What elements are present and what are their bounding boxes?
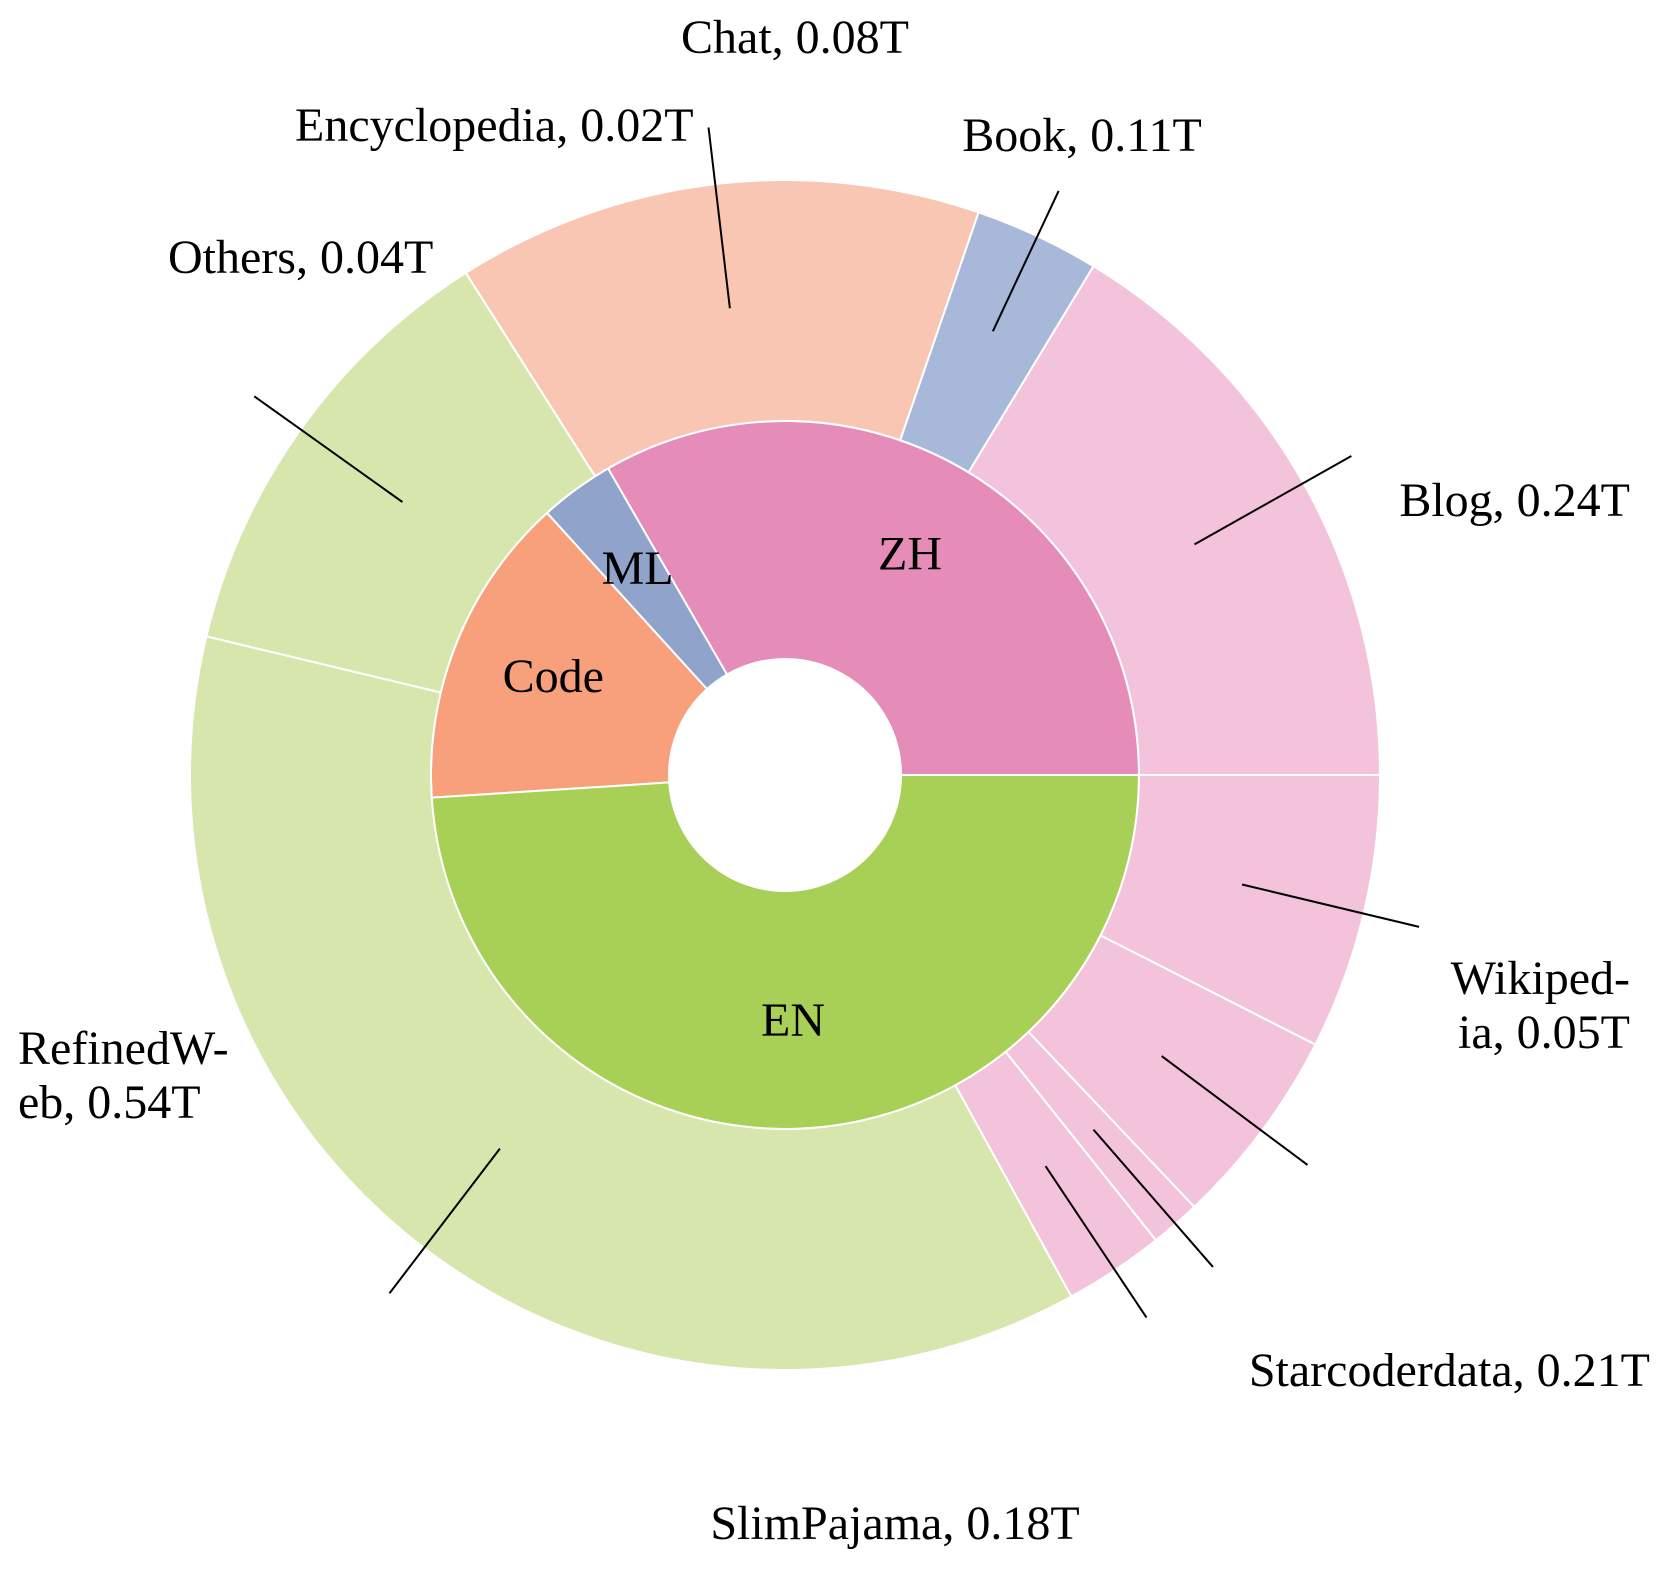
outer-label-refinedweb-line2: eb, 0.54T	[18, 1076, 201, 1129]
leader-line-starcoderdata	[707, 127, 731, 309]
outer-segment-book	[1099, 774, 1382, 1046]
outer-label-others: Others, 0.04T	[168, 231, 433, 284]
leader-line-wikipedia	[991, 190, 1060, 332]
outer-label-starcoderdata: Starcoderdata, 0.21T	[1249, 1344, 1650, 1397]
outer-label-chat: Chat, 0.08T	[681, 11, 909, 64]
inner-label-en: EN	[761, 994, 825, 1047]
leader-lines	[253, 127, 1420, 1319]
inner-label-code: Code	[503, 650, 604, 703]
outer-segment-slimpajama	[205, 271, 597, 694]
leader-line-slimpajama	[253, 395, 403, 503]
inner-label-zh: ZH	[878, 528, 942, 581]
leader-line-refinedweb	[388, 1148, 501, 1294]
outer-segment-starcoderdata	[464, 179, 980, 478]
leader-line-blog	[1194, 455, 1352, 546]
outer-label-slimpajama: SlimPajama, 0.18T	[710, 1497, 1079, 1550]
outer-label-wikipedia-line2: ia, 0.05T	[1458, 1006, 1630, 1059]
leader-line-others	[1044, 1165, 1148, 1319]
leader-line-book	[1241, 883, 1420, 928]
inner-label-ml: ML	[602, 542, 674, 595]
outer-segment-refinedweb	[189, 635, 1073, 1371]
inner-ring	[430, 420, 1141, 1130]
outer-label-blog: Blog, 0.24T	[1399, 474, 1630, 527]
outer-label-book: Book, 0.11T	[962, 109, 1202, 162]
outer-segment-blog	[967, 264, 1382, 776]
outer-label-refinedweb-line1: RefinedW-	[18, 1022, 229, 1075]
leader-line-encyclopedia	[1092, 1128, 1214, 1268]
segment-labels: ZH ML Code EN Blog, 0.24T Wikiped-ia, 0.05T St…	[18, 11, 1650, 1550]
leader-line-chat	[1161, 1055, 1309, 1166]
outer-ring	[189, 179, 1382, 1371]
outer-label-encyclopedia: Encyclopedia, 0.02T	[295, 99, 694, 152]
outer-label-wikipedia-line1: Wikiped-	[1451, 952, 1630, 1005]
